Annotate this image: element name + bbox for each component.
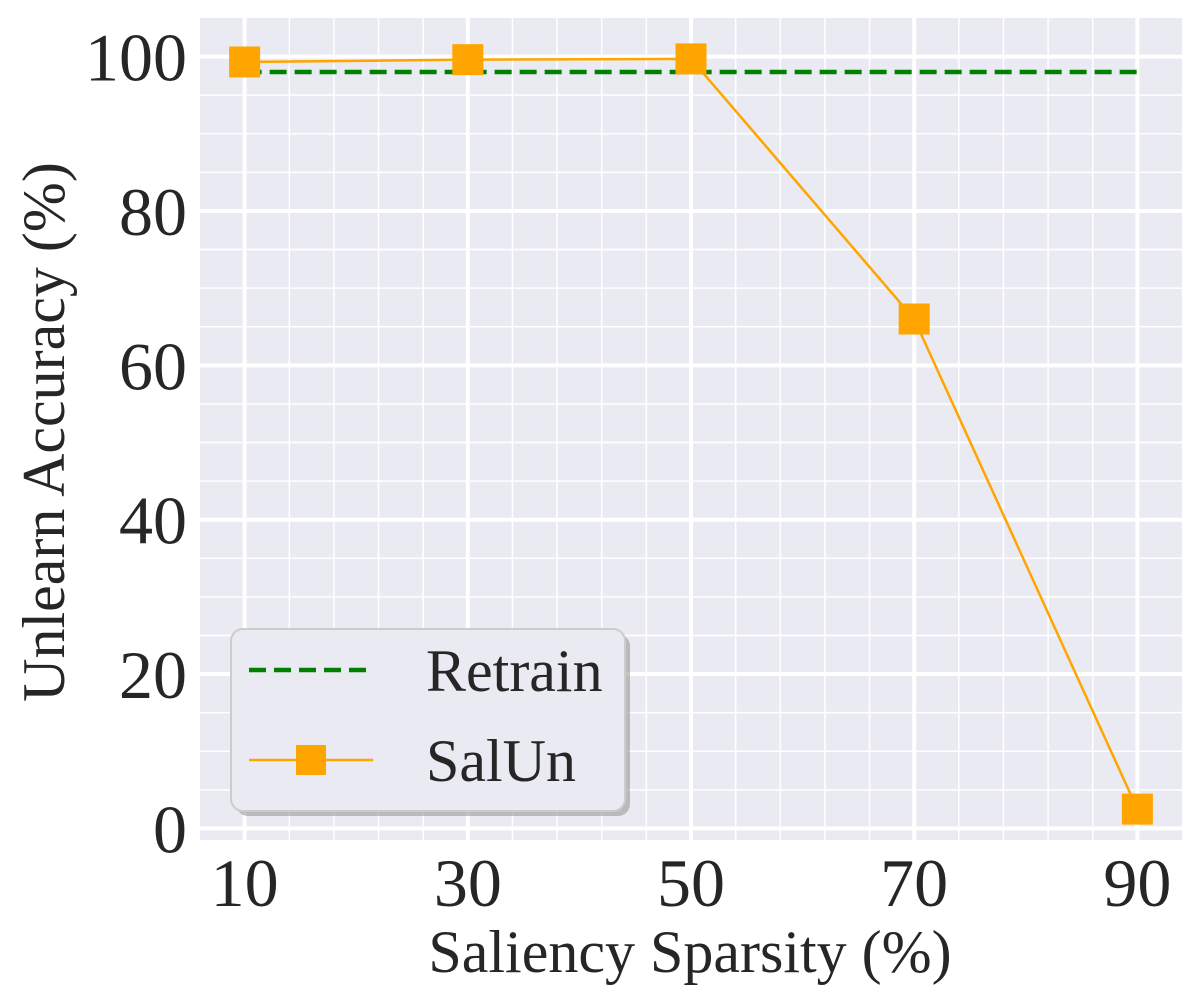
y-tick-labels: 0 20 40 60 80 100 (85, 20, 187, 868)
x-tick-label: 50 (657, 845, 725, 921)
series-point-salun (452, 44, 484, 76)
y-axis-label: Unlearn Accuracy (%) (11, 162, 77, 702)
series-point-salun (229, 46, 261, 78)
x-axis-label: Saliency Sparsity (%) (428, 919, 951, 985)
y-tick-label: 20 (119, 637, 187, 713)
x-tick-label: 90 (1103, 845, 1171, 921)
legend-items: Retrain SalUn (249, 638, 603, 794)
y-tick-label: 60 (119, 328, 187, 404)
series-point-salun (1121, 793, 1153, 825)
x-tick-label: 30 (434, 845, 502, 921)
series-point-salun (898, 303, 930, 335)
legend: Retrain SalUn (230, 628, 630, 816)
legend-marker-salun (296, 745, 326, 775)
y-tick-label: 40 (119, 483, 187, 559)
legend-box (230, 628, 626, 812)
legend-label-retrain: Retrain (426, 638, 603, 704)
series-layer (229, 43, 1153, 825)
x-tick-label: 10 (211, 845, 279, 921)
legend-label-salun: SalUn (426, 728, 576, 794)
x-tick-label: 70 (880, 845, 948, 921)
y-tick-label: 0 (153, 791, 187, 867)
series-point-salun (675, 43, 707, 75)
y-tick-label: 80 (119, 174, 187, 250)
x-tick-labels: 10 30 50 70 90 (211, 845, 1172, 921)
y-tick-label: 100 (85, 20, 187, 96)
